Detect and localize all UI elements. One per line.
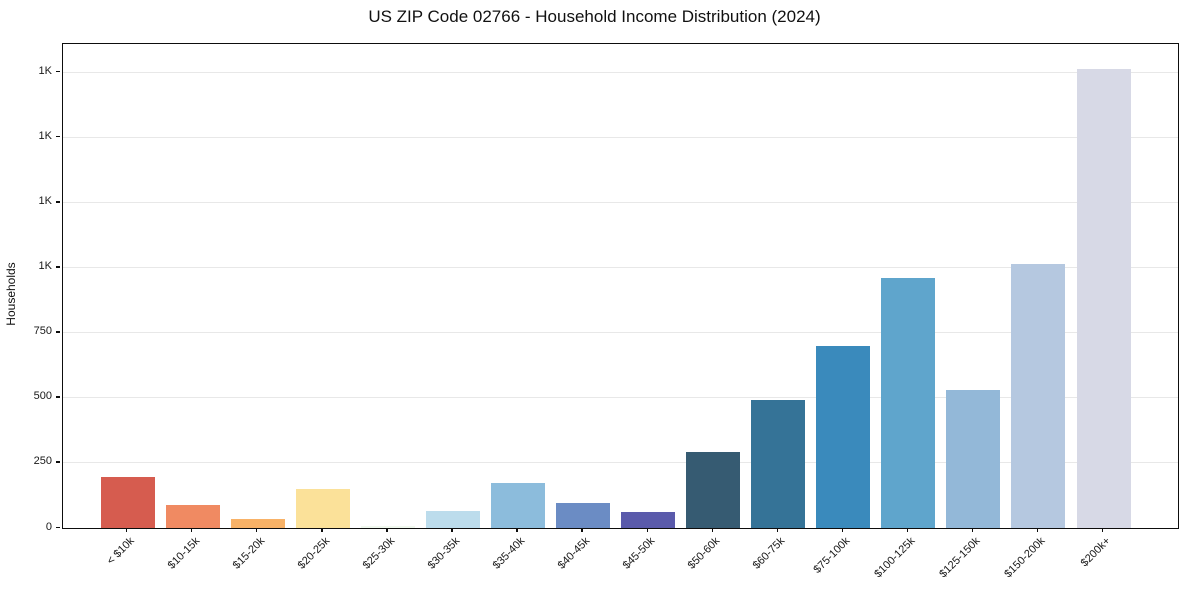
x-tick-label: $50-60k (686, 535, 723, 572)
x-tick-mark (841, 528, 844, 532)
x-tick-mark (1036, 528, 1039, 532)
bar-200k (1076, 69, 1131, 528)
x-tick-mark (516, 528, 518, 532)
y-tick-label: 0 (45, 520, 52, 533)
y-tick-label: 750 (33, 325, 52, 338)
x-tick-mark (126, 528, 128, 532)
bar-60-75k (751, 399, 806, 528)
gridline (63, 461, 1178, 463)
x-tick-label: $100-125k (872, 535, 918, 581)
x-tick-label: $30-35k (425, 535, 463, 572)
x-tick-label: $60-75k (751, 535, 788, 572)
bar-40-45k (555, 502, 610, 528)
bar-125-150k (946, 389, 1001, 528)
x-tick-label: $10-15k (165, 535, 203, 572)
bar-35-40k (490, 482, 545, 528)
x-tick-label: < $10k (104, 535, 137, 568)
x-tick-label: $125-150k (937, 535, 983, 581)
y-tick-mark (56, 461, 60, 463)
y-tick-label: 500 (33, 390, 52, 403)
bar-30-35k (425, 510, 480, 528)
bar-45-50k (621, 511, 676, 528)
x-tick-mark (321, 528, 323, 532)
gridline (63, 396, 1178, 398)
bar-20-25k (295, 488, 350, 528)
x-tick-mark (256, 528, 258, 532)
x-tick-label: $25-30k (360, 535, 398, 572)
chart-title: US ZIP Code 02766 - Household Income Dis… (368, 7, 821, 26)
x-tick-mark (581, 528, 583, 532)
x-tick-label: $150-200k (1002, 535, 1048, 581)
x-tick-label: $75-100k (811, 535, 853, 576)
x-tick-label: $15-20k (230, 535, 268, 572)
bar-75-100k (816, 345, 871, 528)
plot-area (62, 43, 1179, 529)
y-tick-mark (56, 136, 60, 138)
gridline (63, 201, 1178, 203)
x-tick-label: $45-50k (620, 535, 658, 572)
y-tick-label: 1K (38, 260, 52, 273)
x-tick-label: $200k+ (1078, 535, 1114, 570)
y-tick-label: 250 (33, 455, 52, 468)
y-tick-mark (56, 71, 60, 73)
gridline (63, 331, 1178, 333)
gridline (63, 136, 1178, 138)
bar-150-200k (1011, 263, 1066, 528)
x-tick-mark (776, 528, 778, 532)
x-tick-mark (711, 528, 713, 532)
y-tick-mark (56, 266, 60, 268)
y-tick-mark (56, 201, 60, 203)
y-tick-label: 1K (38, 130, 52, 143)
x-tick-mark (906, 528, 909, 532)
x-tick-mark (191, 528, 193, 532)
x-tick-label: $20-25k (295, 535, 333, 572)
y-tick-mark (56, 331, 60, 333)
y-tick-label: 1K (38, 65, 52, 78)
x-tick-mark (451, 528, 453, 532)
x-tick-mark (646, 528, 648, 532)
bar-100-125k (881, 277, 936, 528)
y-tick-label: 1K (38, 195, 52, 208)
gridline (63, 266, 1178, 268)
x-tick-label: $40-45k (555, 535, 593, 572)
bar-10-15k (165, 505, 220, 528)
x-tick-mark (971, 528, 974, 532)
gridline (63, 71, 1178, 73)
bar-25-30k (360, 526, 415, 528)
bar-10k (100, 476, 155, 528)
x-tick-mark (1102, 528, 1104, 532)
bar-15-20k (230, 518, 285, 528)
y-tick-mark (56, 396, 60, 398)
y-tick-mark (56, 526, 60, 528)
x-tick-label: $35-40k (490, 535, 528, 572)
x-tick-mark (386, 528, 388, 532)
bar-50-60k (686, 452, 741, 528)
